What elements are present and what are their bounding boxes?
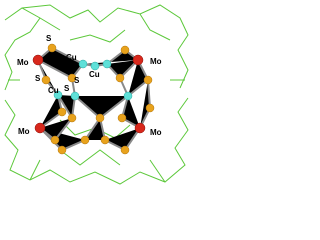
- atom-label: Mo: [150, 128, 162, 137]
- atom-label: Cu: [48, 86, 59, 95]
- molecule-structure: Mo S Cu Cu S S S S Cu Mo Mo Mo: [4, 4, 189, 185]
- ligand-wireframe: [4, 4, 189, 185]
- atom-label: S: [65, 64, 71, 73]
- atom-labels: Mo S Cu Cu S S S S Cu Mo Mo Mo: [17, 34, 162, 137]
- molybdenum-atoms: [32, 54, 146, 134]
- atom-label: Mo: [150, 57, 162, 66]
- atom-label: S: [64, 84, 70, 93]
- atom-label: S: [74, 76, 80, 85]
- atom-label: S: [35, 74, 41, 83]
- atom-label: Cu: [89, 70, 100, 79]
- sulfur-atoms: [41, 43, 155, 155]
- atom-label: Mo: [18, 127, 30, 136]
- atom-label: Mo: [17, 58, 29, 67]
- atom-label: Cu: [66, 53, 77, 62]
- copper-atoms: [53, 59, 133, 101]
- atom-label: S: [46, 34, 52, 43]
- page: Mo S Cu Cu S S S S Cu Mo Mo Mo (() => { …: [0, 0, 193, 188]
